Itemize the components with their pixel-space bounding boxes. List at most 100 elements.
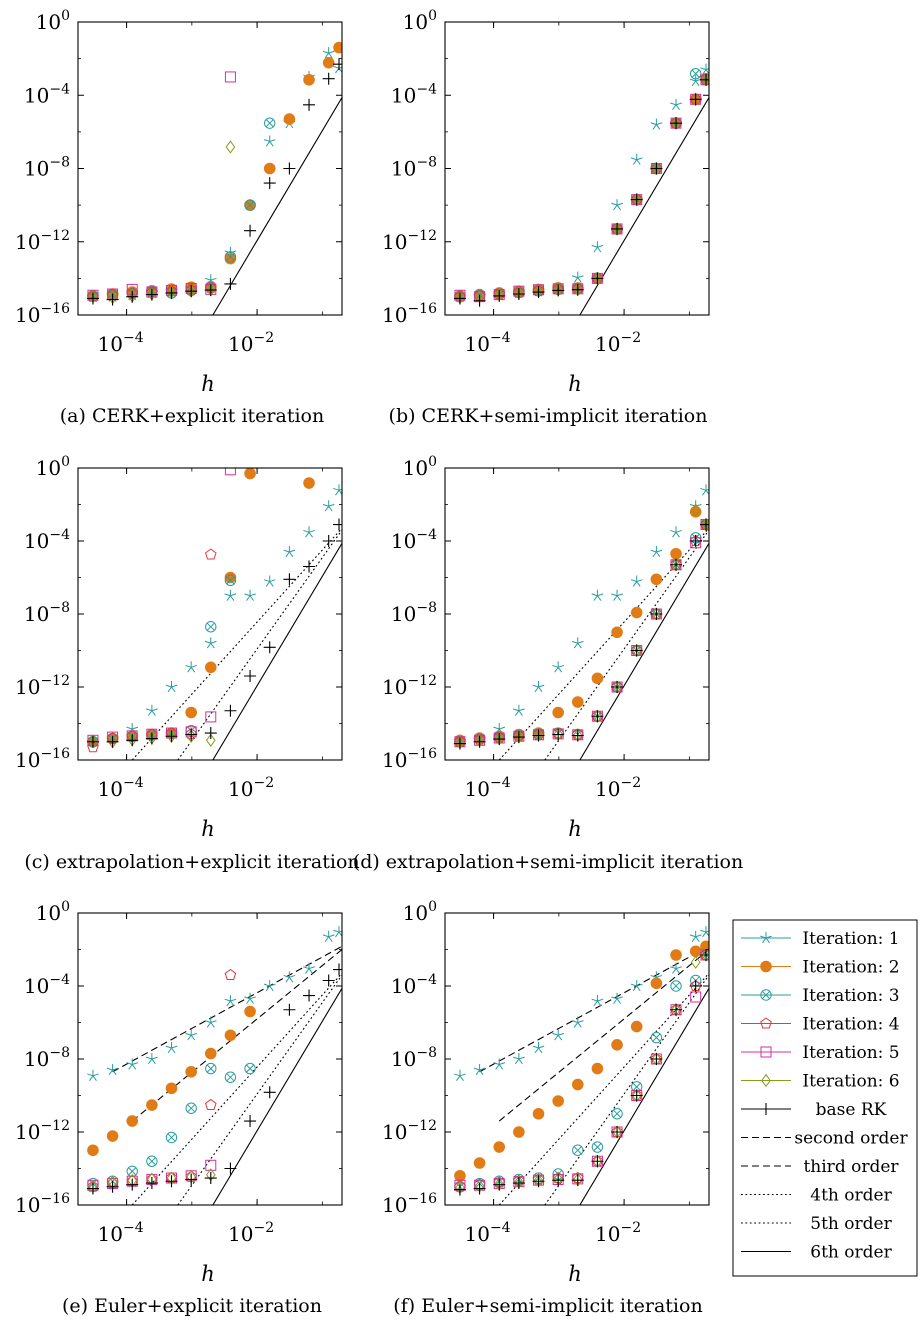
point-series-2 (204, 661, 217, 674)
point-series-7 (145, 1177, 158, 1190)
point-series-7 (591, 1155, 604, 1168)
point-series-7 (86, 735, 99, 748)
point-series-7 (571, 729, 584, 742)
y-tick-label: 10−8 (24, 600, 70, 626)
point-series-3 (611, 1108, 623, 1120)
point-series-6 (690, 503, 701, 517)
point-series-2 (204, 1047, 217, 1060)
panel-caption: (b) CERK+semi-implicit iteration (389, 405, 708, 427)
point-series-1 (532, 1042, 545, 1054)
y-tick-label: 100 (36, 454, 70, 480)
legend-entry: Iteration: 1 (741, 929, 900, 949)
y-tick-label: 10−4 (391, 972, 437, 998)
point-series-2 (244, 468, 256, 480)
ref-line-6th-order (212, 542, 342, 760)
point-series-2 (185, 706, 197, 719)
point-series-2 (454, 1169, 466, 1182)
point-series-2 (650, 573, 663, 586)
point-series-2 (532, 1107, 545, 1120)
point-series-3 (264, 117, 276, 129)
panel-caption: (c) extrapolation+explicit iteration (24, 851, 359, 873)
point-series-2 (185, 1065, 197, 1078)
point-series-7 (532, 286, 545, 299)
point-series-7 (126, 1178, 139, 1191)
point-series-2 (630, 606, 643, 619)
point-series-7 (165, 730, 178, 743)
point-series-1 (571, 637, 584, 649)
point-series-2 (165, 1082, 178, 1095)
point-series-4 (204, 1098, 217, 1110)
point-series-7 (303, 560, 316, 573)
point-series-1 (303, 526, 315, 538)
y-tick-label: 10−12 (382, 1118, 437, 1144)
point-series-1 (146, 704, 158, 716)
y-tick-label: 10−12 (15, 673, 70, 699)
y-tick-label: 100 (403, 454, 437, 480)
legend-entry: second order (741, 1129, 908, 1149)
point-series-1 (322, 47, 335, 59)
point-series-7 (322, 974, 335, 987)
x-axis-label: h (201, 1262, 215, 1286)
ref-line-4th-order (131, 972, 342, 1205)
reference-lines (479, 945, 709, 1205)
point-series-7 (630, 644, 643, 657)
point-series-7 (322, 72, 335, 85)
point-series-2 (611, 1038, 623, 1051)
plot-frame (444, 467, 710, 761)
point-series-2 (591, 1062, 604, 1075)
point-series-1 (571, 271, 584, 283)
point-series-7 (552, 284, 565, 297)
ref-line-third-order (498, 949, 709, 1122)
panel-1: 100 10−4 10−8 10−12 10−16 10−4 10−2 h (a) CERK+e… (15, 8, 343, 427)
point-series-7 (689, 535, 702, 547)
point-series-2 (126, 1115, 139, 1127)
point-series-2 (591, 672, 604, 685)
point-series-7 (512, 288, 525, 301)
point-series-1 (165, 680, 178, 693)
point-series-1 (333, 926, 342, 938)
point-series-2 (244, 1005, 256, 1018)
ref-line-5th-order (544, 529, 709, 760)
point-series-7 (689, 980, 702, 992)
legend-label: 4th order (810, 1186, 892, 1206)
ref-line-third-order (131, 949, 342, 1122)
y-tick-label: 10−8 (391, 1045, 437, 1071)
y-tick-label: 10−16 (15, 1191, 70, 1217)
point-series-2 (552, 706, 564, 719)
point-series-7 (263, 177, 276, 190)
point-series-7 (145, 288, 158, 301)
x-axis-label: h (201, 372, 215, 396)
point-series-1 (244, 589, 256, 601)
x-tick-label: 10−4 (98, 1220, 144, 1246)
point-series-4 (204, 548, 217, 560)
y-tick-label: 100 (36, 899, 70, 925)
point-series-7 (244, 1115, 257, 1128)
ref-line-4th-order (131, 527, 342, 760)
point-series-1 (611, 199, 623, 211)
point-series-7 (263, 1086, 276, 1099)
point-series-1 (185, 1029, 198, 1041)
data-points (86, 468, 342, 753)
y-tick-label: 100 (403, 8, 437, 34)
point-series-7 (512, 731, 525, 744)
point-series-6 (690, 955, 701, 969)
point-series-1 (283, 971, 296, 983)
ref-line-second-order (112, 945, 342, 1073)
point-series-3 (205, 621, 217, 633)
point-series-1 (591, 995, 604, 1007)
legend-entry: 4th order (741, 1186, 893, 1206)
data-points (86, 926, 342, 1195)
ref-line-6th-order (212, 987, 342, 1205)
point-series-2 (263, 162, 276, 175)
point-series-1 (224, 589, 237, 601)
y-tick-label: 10−8 (391, 155, 437, 181)
point-series-7 (670, 117, 683, 130)
point-series-3 (244, 1062, 256, 1075)
point-series-2 (283, 113, 296, 125)
point-series-1 (333, 484, 342, 496)
point-series-7 (333, 518, 342, 531)
point-series-2 (689, 505, 702, 518)
point-series-1 (650, 545, 663, 558)
plot-frame (77, 467, 343, 761)
